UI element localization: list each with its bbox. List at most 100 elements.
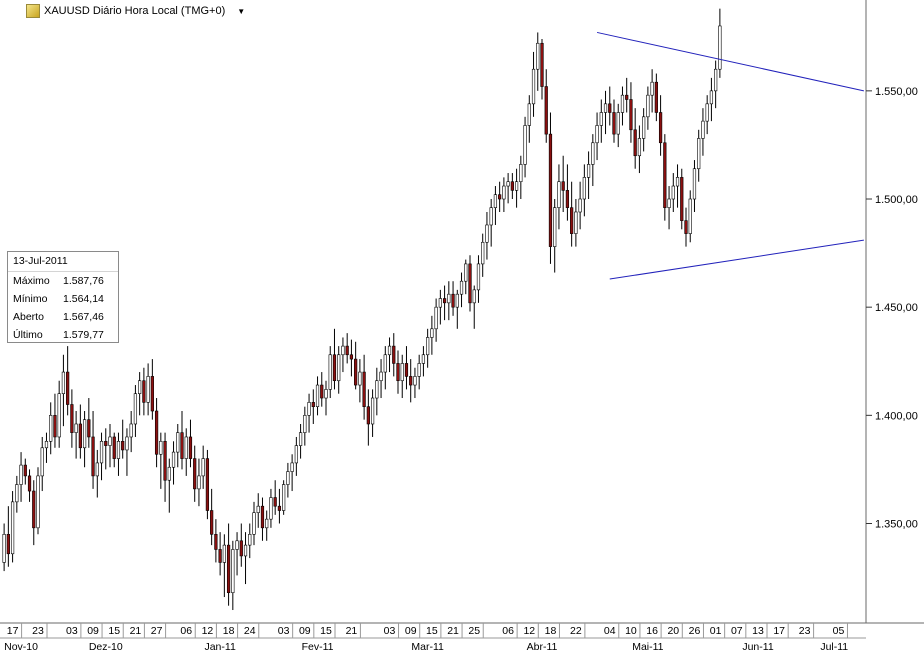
- x-day-label: 12: [202, 625, 214, 637]
- x-day-label: 09: [299, 625, 311, 637]
- candle-body: [205, 458, 210, 511]
- info-date: 13-Jul-2011: [8, 252, 118, 272]
- candle-body: [256, 505, 260, 513]
- candle-body: [53, 415, 57, 438]
- x-day-label: 21: [130, 625, 142, 637]
- x-day-label: 15: [320, 625, 332, 637]
- candle-body: [315, 384, 320, 407]
- x-day-label: 21: [447, 625, 459, 637]
- candle-body: [620, 94, 625, 113]
- candle-body: [396, 363, 400, 382]
- candle-body: [455, 293, 459, 308]
- candle-body: [680, 177, 684, 221]
- candle-body: [464, 263, 468, 282]
- candle-body: [150, 376, 154, 412]
- ohlc-info-box: 13-Jul-2011 Máximo 1.587,76 Mínimo 1.564,1…: [7, 251, 119, 343]
- x-day-label: 20: [667, 625, 679, 637]
- candle-body: [210, 510, 214, 535]
- candle-body: [243, 544, 248, 557]
- x-day-label: 18: [545, 625, 557, 637]
- candle-body: [87, 419, 91, 438]
- candle-body: [387, 345, 392, 356]
- x-day-label: 23: [32, 625, 44, 637]
- candle-body: [625, 94, 629, 100]
- x-day-label: 03: [384, 625, 396, 637]
- candle-body: [303, 415, 307, 433]
- candle-body: [570, 207, 574, 234]
- candle-body: [370, 397, 375, 425]
- x-day-label: 03: [66, 625, 78, 637]
- candle-body: [2, 534, 6, 563]
- candle-body: [44, 440, 49, 449]
- y-tick-label: 1.450,00: [875, 302, 918, 314]
- candle-body: [27, 475, 32, 492]
- candle-body: [586, 164, 591, 178]
- chart-header[interactable]: XAUUSD Diário Hora Local (TMG+0) ▼: [26, 3, 245, 19]
- x-day-label: 09: [405, 625, 417, 637]
- candle-body: [320, 384, 324, 399]
- x-month-label: Nov-10: [4, 641, 38, 652]
- candle-body: [375, 380, 379, 399]
- candle-body: [32, 490, 36, 529]
- candles-layer: [2, 8, 722, 611]
- chart-title: XAUUSD Diário Hora Local (TMG+0): [44, 5, 226, 17]
- candle-body: [277, 505, 282, 511]
- dropdown-arrow-icon[interactable]: ▼: [237, 6, 246, 16]
- x-day-label: 16: [646, 625, 658, 637]
- candle-body: [718, 25, 722, 70]
- x-day-label: 10: [625, 625, 637, 637]
- candle-body: [629, 99, 633, 131]
- candle-body: [226, 544, 231, 594]
- candle-body: [214, 534, 218, 550]
- candle-body: [671, 185, 675, 200]
- candle-body: [61, 371, 66, 395]
- info-value: 1.579,77: [63, 329, 104, 341]
- info-label: Aberto: [13, 311, 44, 323]
- candle-body: [536, 42, 540, 70]
- trendline[interactable]: [609, 239, 864, 280]
- candle-body: [133, 393, 138, 425]
- candle-body: [421, 354, 426, 364]
- candle-body: [282, 484, 286, 511]
- candle-body: [383, 354, 387, 373]
- info-value: 1.587,76: [63, 275, 104, 287]
- candle-body: [692, 168, 697, 200]
- candle-body: [366, 406, 370, 425]
- candle-body: [519, 164, 523, 183]
- x-month-label: Fev-11: [302, 641, 334, 652]
- candle-body: [193, 458, 197, 490]
- candle-body: [176, 432, 180, 453]
- candle-body: [78, 423, 82, 449]
- x-day-label: 13: [752, 625, 764, 637]
- x-month-label: Jan-11: [204, 641, 235, 652]
- candle-body: [184, 436, 188, 459]
- candle-body: [642, 116, 646, 139]
- candle-body: [548, 133, 553, 247]
- candle-body: [608, 103, 612, 113]
- x-day-label: 22: [570, 625, 582, 637]
- candle-body: [684, 220, 688, 234]
- candle-body: [345, 345, 349, 356]
- y-tick-label: 1.550,00: [875, 86, 918, 98]
- candle-body: [6, 534, 10, 555]
- candle-body: [506, 181, 510, 187]
- candle-body: [57, 393, 61, 438]
- candle-body: [485, 224, 489, 243]
- candle-body: [66, 371, 70, 405]
- trendline[interactable]: [596, 31, 864, 92]
- candle-body: [15, 484, 19, 503]
- candle-body: [561, 181, 565, 191]
- candle-body: [595, 125, 599, 144]
- candle-body: [582, 177, 586, 200]
- candle-body: [358, 371, 362, 386]
- candle-body: [667, 198, 671, 208]
- candle-body: [222, 544, 226, 563]
- candle-body: [404, 363, 409, 377]
- candle-body: [341, 345, 345, 356]
- x-day-label: 03: [278, 625, 290, 637]
- candle-body: [557, 181, 561, 208]
- candle-body: [489, 207, 493, 226]
- x-day-label: 27: [151, 625, 163, 637]
- candle-body: [447, 293, 451, 304]
- candle-body: [379, 371, 383, 382]
